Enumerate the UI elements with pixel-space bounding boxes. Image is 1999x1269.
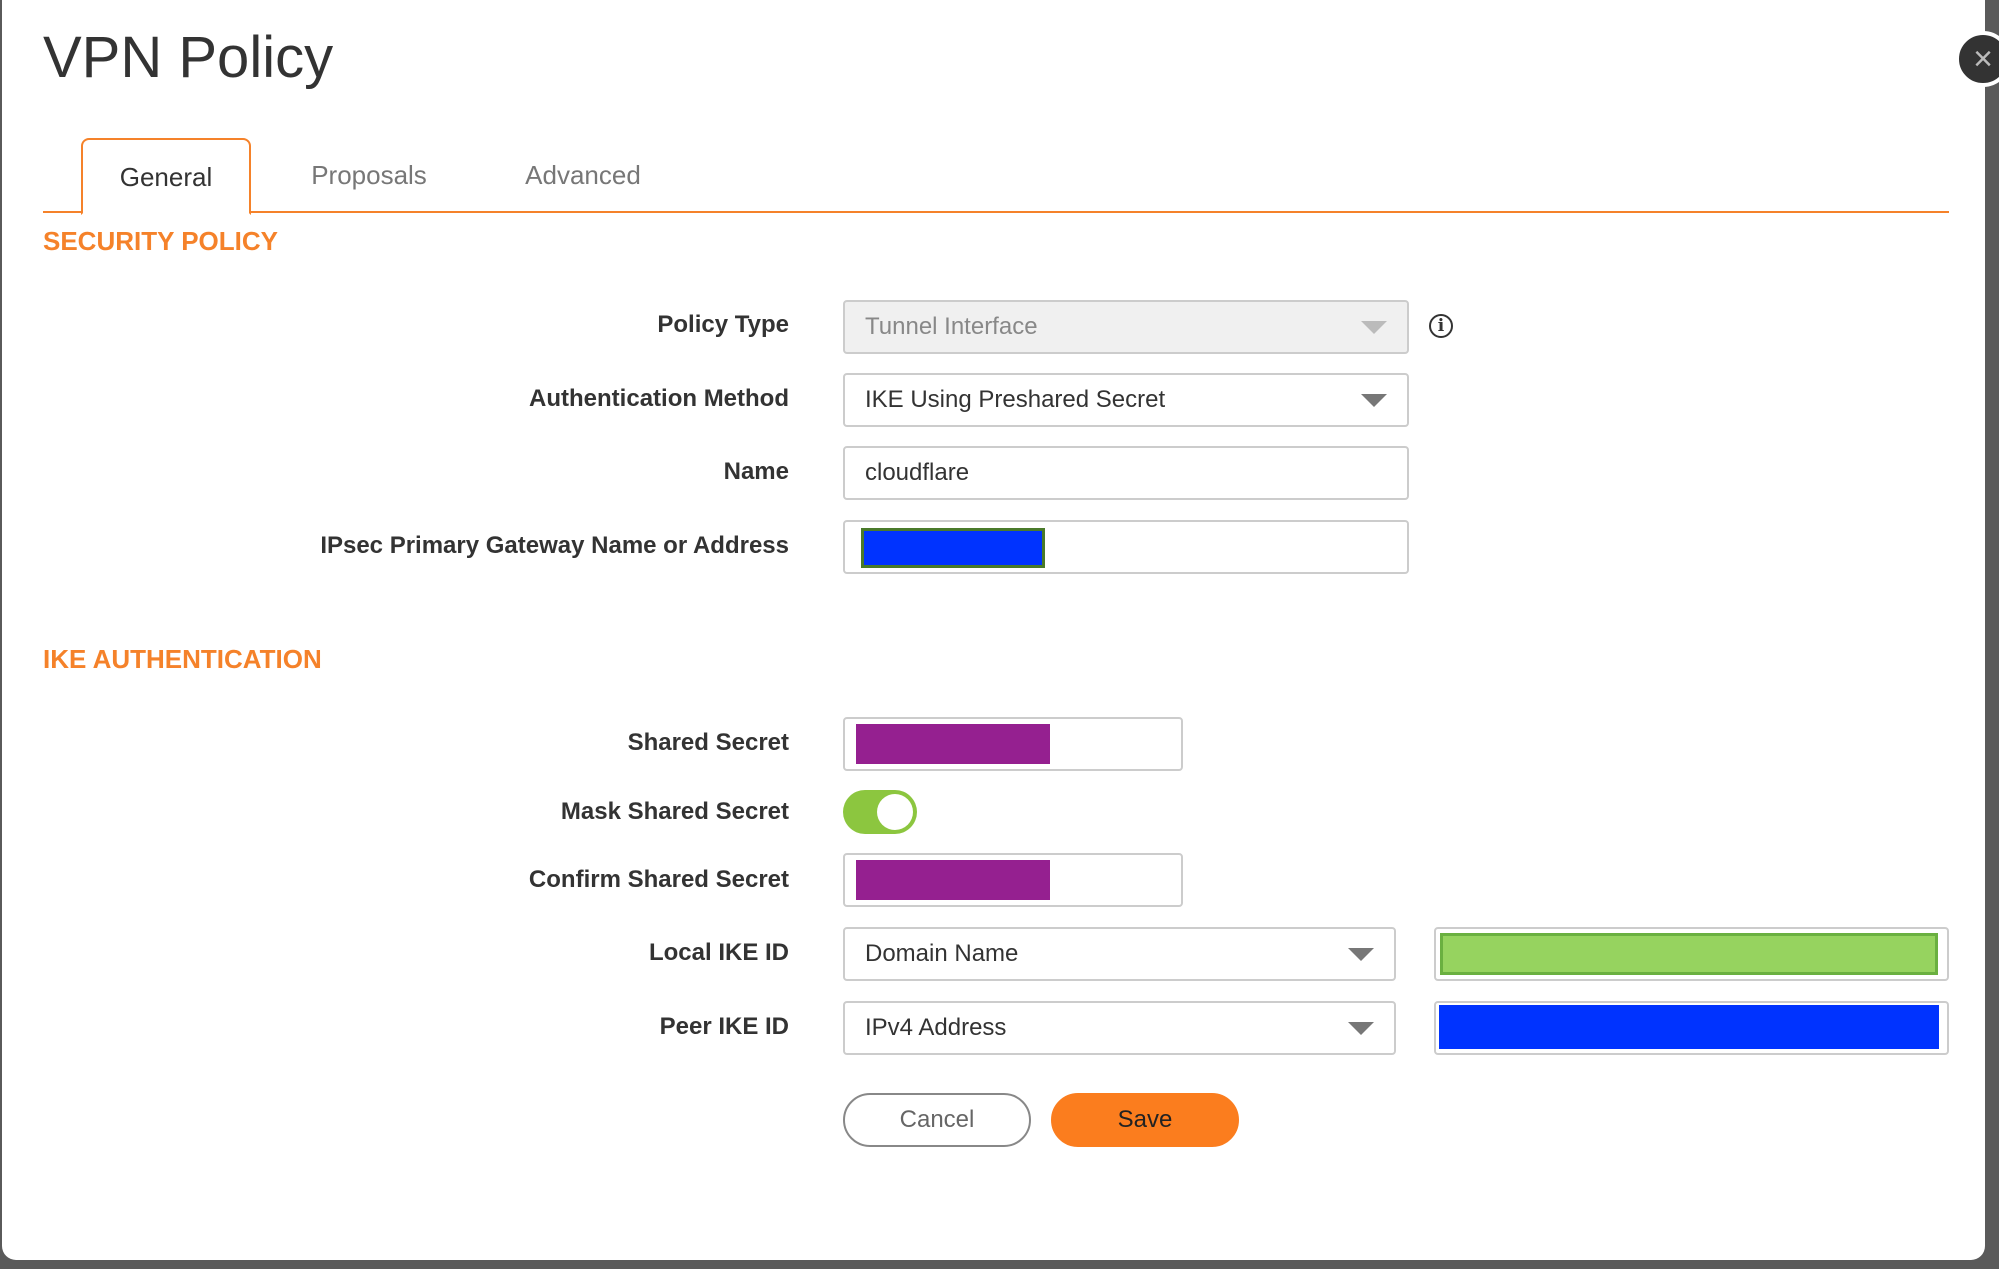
redacted-block: [861, 528, 1045, 568]
local-ike-label: Local IKE ID: [648, 939, 789, 966]
cancel-button[interactable]: Cancel: [843, 1093, 1031, 1147]
info-icon[interactable]: i: [1429, 314, 1453, 338]
policy-type-select[interactable]: Tunnel Interface: [843, 300, 1409, 354]
confirm-secret-label: Confirm Shared Secret: [528, 866, 789, 893]
auth-method-label: Authentication Method: [529, 385, 789, 412]
ike-auth-heading: IKE AUTHENTICATION: [43, 644, 322, 674]
policy-type-label: Policy Type: [657, 311, 789, 338]
dialog-title: VPN Policy: [43, 25, 334, 90]
tab-bar: General Proposals Advanced: [43, 138, 1949, 215]
auth-method-select[interactable]: IKE Using Preshared Secret: [843, 373, 1409, 427]
close-icon[interactable]: ×: [1955, 31, 1999, 87]
chevron-down-icon: [1348, 948, 1374, 961]
peer-ike-select[interactable]: IPv4 Address: [843, 1001, 1396, 1055]
peer-ike-value-input[interactable]: [1434, 1001, 1949, 1055]
local-ike-select[interactable]: Domain Name: [843, 927, 1396, 981]
tab-general[interactable]: General: [81, 138, 251, 215]
confirm-secret-input[interactable]: [843, 853, 1183, 907]
local-ike-value-input[interactable]: [1434, 927, 1949, 981]
save-button[interactable]: Save: [1051, 1093, 1239, 1147]
shared-secret-input[interactable]: [843, 717, 1183, 771]
peer-ike-label: Peer IKE ID: [659, 1013, 789, 1040]
shared-secret-label: Shared Secret: [627, 729, 789, 756]
auth-method-value: IKE Using Preshared Secret: [865, 386, 1166, 413]
name-label: Name: [723, 458, 789, 485]
redacted-block: [1439, 1005, 1939, 1049]
local-ike-value: Domain Name: [865, 940, 1019, 967]
policy-type-value: Tunnel Interface: [865, 313, 1038, 340]
mask-secret-label: Mask Shared Secret: [560, 798, 789, 825]
gateway-label: IPsec Primary Gateway Name or Address: [320, 532, 789, 559]
mask-secret-toggle[interactable]: [843, 790, 917, 834]
tab-advanced[interactable]: Advanced: [525, 160, 641, 190]
security-policy-heading: SECURITY POLICY: [43, 226, 279, 256]
toggle-knob: [877, 794, 913, 830]
name-input[interactable]: cloudflare: [843, 446, 1409, 500]
redacted-block: [856, 724, 1050, 764]
redacted-block: [1440, 933, 1938, 975]
gateway-input[interactable]: [843, 520, 1409, 574]
chevron-down-icon: [1361, 321, 1387, 334]
chevron-down-icon: [1361, 394, 1387, 407]
chevron-down-icon: [1348, 1022, 1374, 1035]
peer-ike-value: IPv4 Address: [865, 1014, 1007, 1041]
name-value: cloudflare: [865, 459, 970, 486]
redacted-block: [856, 860, 1050, 900]
tab-proposals[interactable]: Proposals: [311, 160, 427, 190]
